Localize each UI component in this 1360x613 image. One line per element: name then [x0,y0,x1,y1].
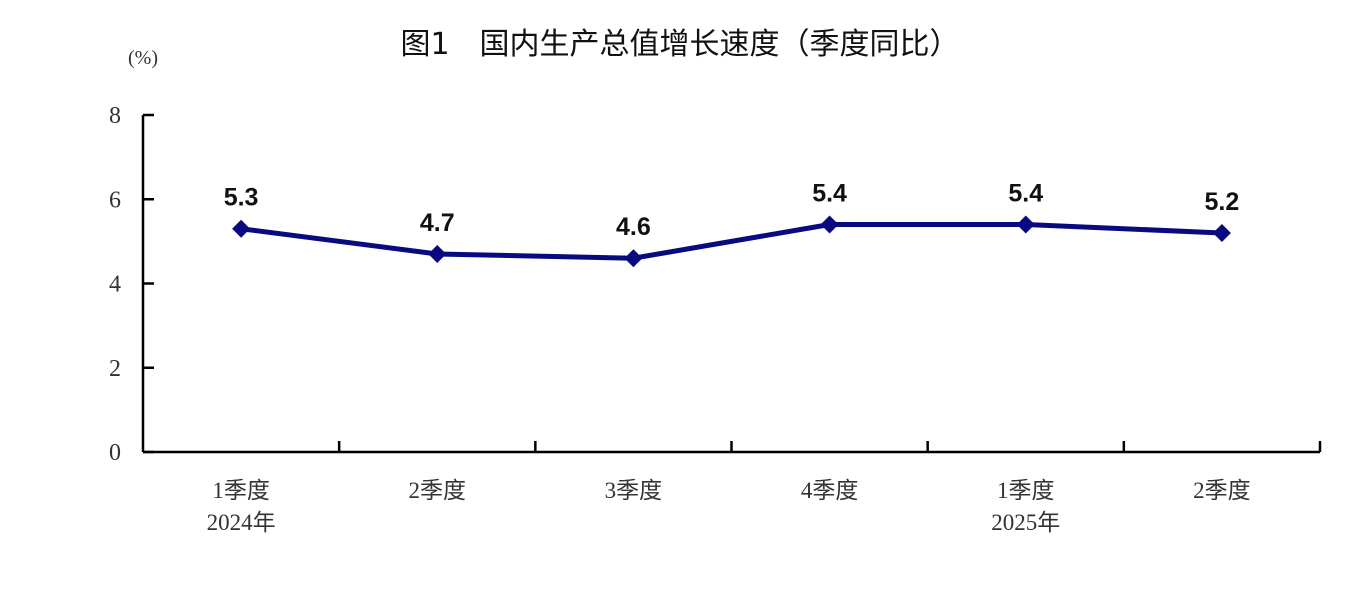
x-tick-label: 2季度 [1193,478,1251,503]
data-label: 4.7 [420,209,455,237]
series-line [240,222,1223,261]
data-label: 5.3 [224,184,259,212]
x-tick-label: 1季度 [997,478,1055,503]
chart-title: 图1 国内生产总值增长速度（季度同比） [400,27,959,62]
data-label: 4.6 [616,213,651,241]
y-axis-unit: (%) [128,47,158,69]
data-point-marker [1016,215,1035,234]
x-tick-label: 2季度 [409,478,467,503]
data-point-marker [624,249,643,268]
data-label: 5.4 [812,180,847,208]
y-tick-label: 6 [109,187,121,213]
y-tick-label: 4 [109,272,121,298]
data-label: 5.4 [1008,180,1043,208]
data-point-marker [1212,223,1231,242]
y-tick-label: 0 [109,440,121,466]
x-tick-label: 3季度 [605,478,663,503]
x-tick-label: 1季度 [212,478,270,503]
data-point-marker [820,215,839,234]
y-tick-label: 2 [109,356,121,382]
data-point-marker [428,245,447,264]
data-point-marker [232,219,251,238]
x-tick-label: 4季度 [801,478,859,503]
data-label: 5.2 [1205,188,1240,216]
y-tick-label: 8 [109,103,121,129]
x-tick-label: 2024年 [207,510,276,535]
x-tick-label: 2025年 [991,510,1060,535]
